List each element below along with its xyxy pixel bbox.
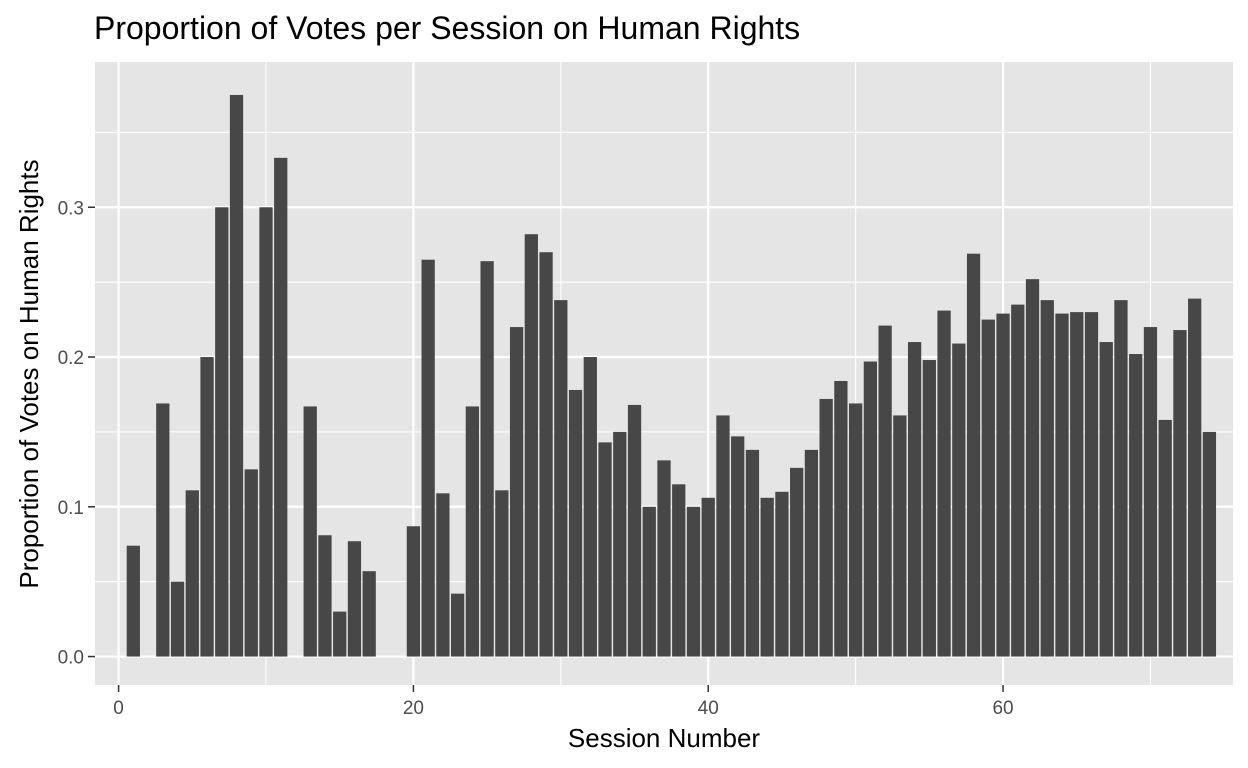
- bar-session-56: [937, 310, 951, 657]
- bar-session-63: [1040, 300, 1054, 657]
- bar-session-48: [819, 398, 833, 657]
- y-tick-label: 0.0: [58, 648, 84, 669]
- bar-session-65: [1070, 312, 1084, 657]
- bar-session-52: [878, 325, 892, 657]
- bar-session-42: [731, 436, 745, 657]
- bar-session-51: [863, 361, 878, 657]
- y-tick-label: 0.2: [58, 348, 84, 369]
- bar-session-28: [524, 234, 538, 657]
- bar-session-44: [760, 497, 774, 657]
- bar-session-29: [539, 252, 553, 657]
- bar-session-26: [495, 490, 509, 657]
- x-tick-label: 20: [403, 698, 424, 719]
- bar-session-25: [480, 261, 494, 657]
- bar-session-41: [716, 415, 730, 657]
- bar-session-4: [170, 581, 185, 657]
- bar-session-14: [318, 535, 332, 657]
- bar-session-11: [274, 157, 288, 657]
- bar-session-57: [952, 343, 966, 657]
- bar-session-69: [1129, 354, 1143, 657]
- bar-session-21: [421, 259, 435, 657]
- x-tick-label: 0: [113, 698, 124, 719]
- bar-session-53: [893, 415, 907, 657]
- bar-session-70: [1143, 327, 1158, 657]
- bar-session-13: [303, 406, 317, 657]
- bar-session-7: [215, 207, 229, 657]
- bar-session-66: [1084, 312, 1099, 657]
- bar-session-61: [1011, 304, 1025, 657]
- bar-session-16: [347, 541, 362, 657]
- bar-session-60: [996, 313, 1010, 657]
- y-tick-label: 0.3: [58, 198, 84, 219]
- bar-session-68: [1114, 300, 1128, 657]
- bar-session-67: [1099, 342, 1113, 657]
- bar-session-72: [1173, 330, 1187, 657]
- bar-session-43: [745, 449, 760, 657]
- bar-session-36: [642, 506, 656, 657]
- bar-session-37: [657, 460, 671, 657]
- bar-session-9: [244, 469, 258, 657]
- bar-session-3: [156, 403, 170, 657]
- bar-session-40: [701, 497, 715, 657]
- bar-session-39: [686, 506, 701, 657]
- bar-session-10: [259, 207, 273, 657]
- bar-session-49: [834, 380, 848, 657]
- bar-session-23: [450, 593, 465, 657]
- bar-session-58: [966, 253, 981, 657]
- y-tick-label: 0.1: [58, 498, 84, 519]
- bar-session-55: [922, 360, 936, 657]
- y-axis: 0.0 0.1 0.2 0.3: [58, 198, 95, 669]
- bar-session-64: [1055, 313, 1069, 657]
- bar-session-31: [568, 389, 583, 657]
- bar-session-45: [775, 491, 789, 657]
- bar-session-50: [848, 403, 863, 657]
- bar-session-33: [598, 442, 612, 657]
- bar-session-35: [627, 404, 642, 657]
- x-tick-label: 60: [992, 698, 1013, 719]
- x-axis-title: Session Number: [568, 723, 761, 753]
- bar-session-46: [790, 467, 804, 657]
- bar-session-6: [200, 357, 214, 657]
- bar-session-34: [613, 431, 627, 657]
- bar-session-27: [509, 327, 524, 657]
- bar-session-38: [672, 484, 686, 657]
- x-axis: 0 20 40 60: [113, 685, 1014, 719]
- bar-session-74: [1202, 431, 1217, 657]
- chart-title: Proportion of Votes per Session on Human…: [94, 10, 800, 46]
- bar-session-1: [126, 545, 140, 657]
- bar-session-15: [333, 611, 347, 657]
- bar-session-71: [1158, 419, 1172, 657]
- bar-session-73: [1188, 298, 1202, 657]
- bar-session-17: [362, 571, 376, 657]
- bar-session-22: [436, 493, 450, 657]
- bar-session-47: [804, 449, 819, 657]
- bar-session-24: [465, 406, 480, 657]
- bar-session-54: [907, 342, 922, 657]
- bar-session-30: [554, 300, 568, 657]
- bars: [126, 94, 1217, 657]
- x-tick-label: 40: [698, 698, 719, 719]
- bar-session-20: [406, 526, 421, 657]
- bar-session-62: [1025, 279, 1040, 657]
- bar-session-59: [981, 319, 995, 657]
- bar-session-5: [185, 490, 199, 657]
- bar-session-8: [229, 94, 244, 657]
- bar-session-32: [583, 357, 597, 657]
- y-axis-title: Proportion of Votes on Human Rights: [14, 159, 44, 588]
